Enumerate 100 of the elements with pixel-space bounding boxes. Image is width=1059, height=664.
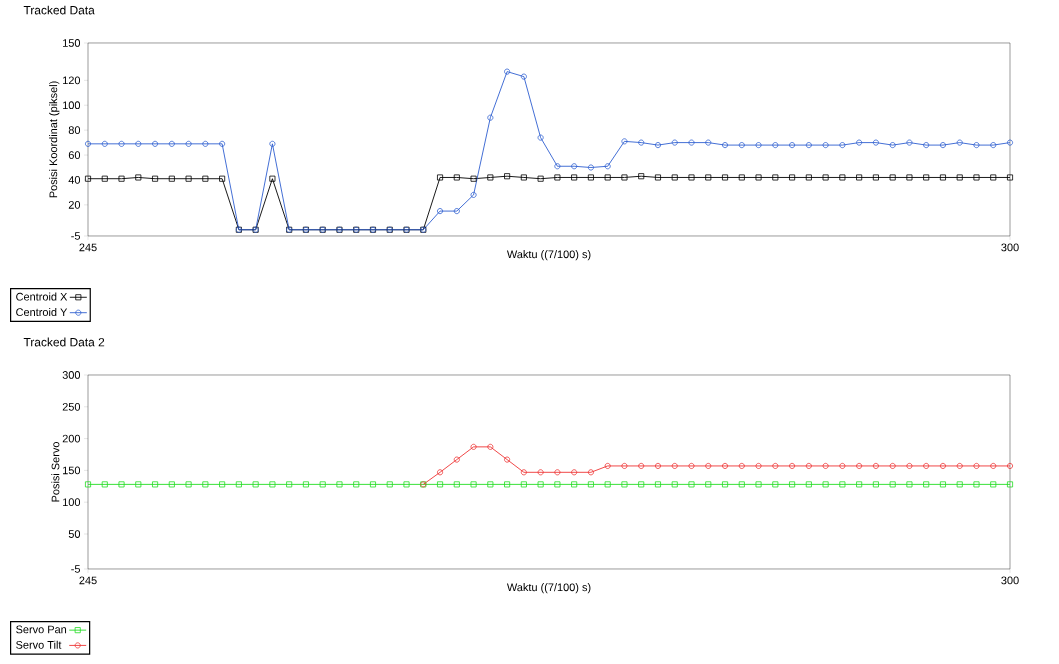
point: [906, 462, 913, 469]
point: [722, 142, 729, 149]
point: [789, 174, 796, 181]
point: [135, 481, 142, 488]
point: [386, 481, 393, 488]
y-tick-label: 40: [68, 176, 81, 184]
point: [671, 462, 678, 469]
x-tick-label: 245: [79, 576, 97, 585]
point: [839, 142, 846, 149]
point: [504, 68, 511, 75]
point: [654, 462, 661, 469]
x-axis-title: Waktu ((7/100) s): [506, 250, 591, 261]
point: [487, 443, 494, 450]
point: [453, 174, 460, 181]
point: [722, 481, 729, 488]
point: [889, 462, 896, 469]
point: [537, 134, 544, 141]
point: [369, 481, 376, 488]
point: [722, 462, 729, 469]
point: [805, 142, 812, 149]
point: [101, 481, 108, 488]
point: [990, 142, 997, 149]
legend-label: Servo Tilt: [16, 640, 62, 649]
point: [286, 481, 293, 488]
point: [487, 174, 494, 181]
point: [571, 174, 578, 181]
point: [973, 142, 980, 149]
point: [956, 174, 963, 181]
point: [671, 481, 678, 488]
point: [185, 175, 192, 182]
point: [939, 174, 946, 181]
point: [839, 481, 846, 488]
point: [135, 174, 142, 181]
point: [152, 140, 159, 147]
point: [755, 174, 762, 181]
point: [856, 139, 863, 146]
point: [889, 174, 896, 181]
point: [470, 175, 477, 182]
point: [554, 163, 561, 170]
point: [990, 462, 997, 469]
point: [789, 142, 796, 149]
point: [923, 462, 930, 469]
point: [587, 164, 594, 171]
point: [101, 175, 108, 182]
point: [85, 175, 92, 182]
point: [587, 174, 594, 181]
point: [554, 469, 561, 476]
point: [688, 462, 695, 469]
y-tick-label: 20: [68, 200, 81, 209]
point: [705, 481, 712, 488]
point: [269, 140, 276, 147]
point: [755, 481, 762, 488]
point: [168, 140, 175, 147]
point: [1007, 481, 1014, 488]
point: [1007, 174, 1014, 181]
point: [437, 481, 444, 488]
point: [571, 481, 578, 488]
point: [118, 175, 125, 182]
point: [872, 174, 879, 181]
point: [906, 139, 913, 146]
point: [889, 481, 896, 488]
point: [805, 462, 812, 469]
point: [872, 481, 879, 488]
point: [939, 462, 946, 469]
point: [805, 481, 812, 488]
point: [688, 481, 695, 488]
point: [638, 139, 645, 146]
point: [168, 175, 175, 182]
y-tick-label: 200: [62, 434, 81, 443]
point: [118, 481, 125, 488]
point: [537, 481, 544, 488]
point: [839, 174, 846, 181]
point: [671, 174, 678, 181]
point: [738, 142, 745, 149]
point: [889, 142, 896, 149]
point: [604, 481, 611, 488]
point: [587, 481, 594, 488]
point: [101, 140, 108, 147]
point: [755, 142, 762, 149]
point: [453, 208, 460, 215]
point: [202, 175, 209, 182]
point: [554, 174, 561, 181]
point: [353, 481, 360, 488]
point: [437, 208, 444, 215]
point: [219, 140, 226, 147]
point: [973, 462, 980, 469]
y-tick-label: 60: [68, 151, 81, 159]
point: [638, 173, 645, 180]
point: [152, 481, 159, 488]
x-tick-label: 245: [79, 243, 97, 252]
point: [85, 481, 92, 488]
y-axis-title: Posisi Koordinat (piksel): [49, 81, 60, 198]
point: [219, 481, 226, 488]
point: [571, 469, 578, 476]
point: [956, 481, 963, 488]
point: [939, 142, 946, 149]
point: [822, 174, 829, 181]
point: [872, 139, 879, 146]
point: [437, 469, 444, 476]
point: [470, 481, 477, 488]
